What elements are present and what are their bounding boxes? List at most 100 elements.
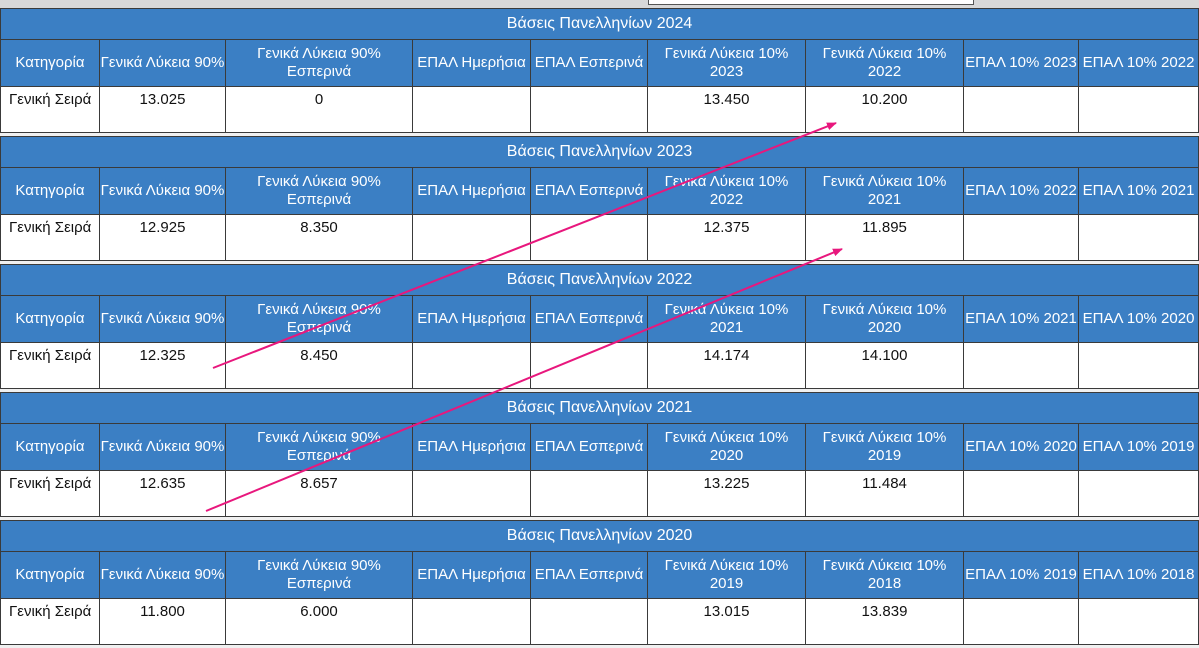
top-strip <box>0 0 1199 8</box>
column-header: Γενικά Λύκεια 10% 2022 <box>805 39 964 87</box>
column-header: Γενικά Λύκεια 10% 2019 <box>805 423 964 471</box>
column-header: ΕΠΑΛ Ημερήσια <box>412 551 531 599</box>
value-cell: 11.800 <box>99 598 226 645</box>
column-header: Γενικά Λύκεια 10% 2021 <box>647 295 806 343</box>
value-cell: 6.000 <box>225 598 413 645</box>
column-header: Γενικά Λύκεια 10% 2022 <box>647 167 806 215</box>
column-header: Γενικά Λύκεια 90% Εσπερινά <box>225 39 413 87</box>
column-header: Κατηγορία <box>0 167 100 215</box>
category-cell: Γενική Σειρά <box>0 214 100 261</box>
category-cell: Γενική Σειρά <box>0 598 100 645</box>
value-cell: 11.895 <box>805 214 964 261</box>
value-cell <box>412 214 531 261</box>
section-4: Βάσεις Πανελληνίων 2020 Κατηγορία Γενικά Λ… <box>0 520 1199 645</box>
value-cell: 14.174 <box>647 342 806 389</box>
column-header: Γενικά Λύκεια 90% Εσπερινά <box>225 167 413 215</box>
value-cell: 13.015 <box>647 598 806 645</box>
column-header: ΕΠΑΛ Ημερήσια <box>412 295 531 343</box>
results-sections: Βάσεις Πανελληνίων 2024 Κατηγορία Γενικά Λ… <box>0 8 1199 648</box>
column-header: ΕΠΑΛ Ημερήσια <box>412 423 531 471</box>
value-cell: 8.350 <box>225 214 413 261</box>
category-cell: Γενική Σειρά <box>0 470 100 517</box>
header-row: Κατηγορία Γενικά Λύκεια 90% Γενικά Λύκεια … <box>0 167 1199 215</box>
value-cell <box>963 470 1079 517</box>
section-0: Βάσεις Πανελληνίων 2024 Κατηγορία Γενικά Λ… <box>0 8 1199 133</box>
column-header: Γενικά Λύκεια 10% 2019 <box>647 551 806 599</box>
results-table: Βάσεις Πανελληνίων 2021 Κατηγορία Γενικά Λ… <box>0 392 1199 517</box>
column-header: Γενικά Λύκεια 90% <box>99 551 226 599</box>
column-header: Γενικά Λύκεια 10% 2018 <box>805 551 964 599</box>
section-title: Βάσεις Πανελληνίων 2023 <box>0 136 1199 168</box>
value-cell <box>1077 470 1199 517</box>
column-header: ΕΠΑΛ 10% 2021 <box>963 295 1079 343</box>
column-header: Γενικά Λύκεια 90% <box>99 39 226 87</box>
value-cell <box>963 86 1079 133</box>
table-row: Γενική Σειρά 12.925 8.350 12.375 11.895 <box>0 214 1199 261</box>
column-header: Γενικά Λύκεια 10% 2020 <box>805 295 964 343</box>
value-cell <box>530 86 648 133</box>
section-3: Βάσεις Πανελληνίων 2021 Κατηγορία Γενικά Λ… <box>0 392 1199 517</box>
column-header: Κατηγορία <box>0 39 100 87</box>
results-table: Βάσεις Πανελληνίων 2022 Κατηγορία Γενικά Λ… <box>0 264 1199 389</box>
results-table: Βάσεις Πανελληνίων 2024 Κατηγορία Γενικά Λ… <box>0 8 1199 133</box>
header-row: Κατηγορία Γενικά Λύκεια 90% Γενικά Λύκεια … <box>0 551 1199 599</box>
value-cell <box>530 598 648 645</box>
value-cell <box>530 342 648 389</box>
column-header: Κατηγορία <box>0 551 100 599</box>
column-header: Γενικά Λύκεια 90% <box>99 167 226 215</box>
value-cell: 8.450 <box>225 342 413 389</box>
table-row: Γενική Σειρά 12.325 8.450 14.174 14.100 <box>0 342 1199 389</box>
value-cell <box>530 470 648 517</box>
column-header: ΕΠΑΛ Εσπερινά <box>530 295 648 343</box>
value-cell <box>963 342 1079 389</box>
value-cell: 12.635 <box>99 470 226 517</box>
header-row: Κατηγορία Γενικά Λύκεια 90% Γενικά Λύκεια … <box>0 423 1199 471</box>
value-cell: 14.100 <box>805 342 964 389</box>
value-cell <box>412 86 531 133</box>
value-cell <box>412 470 531 517</box>
value-cell <box>1077 342 1199 389</box>
column-header: ΕΠΑΛ Ημερήσια <box>412 39 531 87</box>
value-cell <box>963 598 1079 645</box>
value-cell: 8.657 <box>225 470 413 517</box>
column-header: Γενικά Λύκεια 10% 2020 <box>647 423 806 471</box>
section-title: Βάσεις Πανελληνίων 2021 <box>0 392 1199 424</box>
section-title: Βάσεις Πανελληνίων 2022 <box>0 264 1199 296</box>
value-cell: 12.925 <box>99 214 226 261</box>
column-header: ΕΠΑΛ 10% 2021 <box>1077 167 1199 215</box>
column-header: Γενικά Λύκεια 90% <box>99 295 226 343</box>
value-cell <box>963 214 1079 261</box>
header-row: Κατηγορία Γενικά Λύκεια 90% Γενικά Λύκεια … <box>0 295 1199 343</box>
value-cell <box>530 214 648 261</box>
table-row: Γενική Σειρά 12.635 8.657 13.225 11.484 <box>0 470 1199 517</box>
value-cell <box>1077 86 1199 133</box>
section-2: Βάσεις Πανελληνίων 2022 Κατηγορία Γενικά Λ… <box>0 264 1199 389</box>
column-header: ΕΠΑΛ Εσπερινά <box>530 551 648 599</box>
top-input-box[interactable] <box>648 0 974 5</box>
value-cell: 13.839 <box>805 598 964 645</box>
column-header: Γενικά Λύκεια 90% Εσπερινά <box>225 423 413 471</box>
column-header: ΕΠΑΛ 10% 2022 <box>1077 39 1199 87</box>
column-header: ΕΠΑΛ Εσπερινά <box>530 167 648 215</box>
value-cell: 13.225 <box>647 470 806 517</box>
column-header: Γενικά Λύκεια 90% Εσπερινά <box>225 295 413 343</box>
column-header: ΕΠΑΛ 10% 2019 <box>1077 423 1199 471</box>
value-cell: 0 <box>225 86 413 133</box>
column-header: ΕΠΑΛ Ημερήσια <box>412 167 531 215</box>
column-header: ΕΠΑΛ Εσπερινά <box>530 39 648 87</box>
column-header: ΕΠΑΛ 10% 2023 <box>963 39 1079 87</box>
section-title: Βάσεις Πανελληνίων 2024 <box>0 8 1199 40</box>
results-table: Βάσεις Πανελληνίων 2023 Κατηγορία Γενικά Λ… <box>0 136 1199 261</box>
column-header: Γενικά Λύκεια 10% 2021 <box>805 167 964 215</box>
column-header: ΕΠΑΛ 10% 2020 <box>963 423 1079 471</box>
column-header: ΕΠΑΛ 10% 2019 <box>963 551 1079 599</box>
value-cell: 11.484 <box>805 470 964 517</box>
value-cell <box>412 342 531 389</box>
column-header: ΕΠΑΛ Εσπερινά <box>530 423 648 471</box>
value-cell <box>412 598 531 645</box>
column-header: ΕΠΑΛ 10% 2022 <box>963 167 1079 215</box>
category-cell: Γενική Σειρά <box>0 86 100 133</box>
value-cell: 12.375 <box>647 214 806 261</box>
value-cell: 13.025 <box>99 86 226 133</box>
category-cell: Γενική Σειρά <box>0 342 100 389</box>
